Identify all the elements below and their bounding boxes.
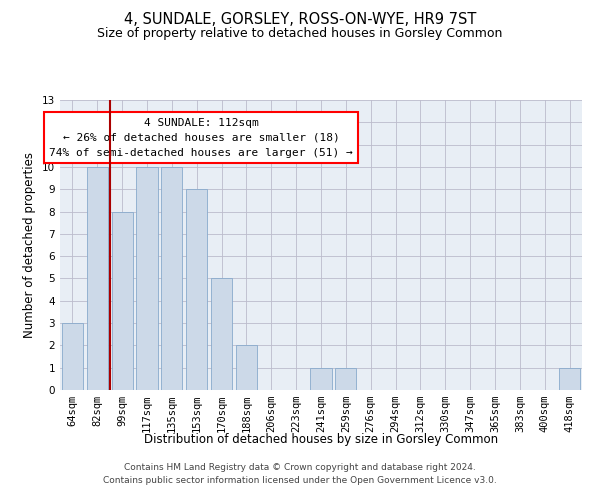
Bar [112,212,133,390]
Text: Size of property relative to detached houses in Gorsley Common: Size of property relative to detached ho… [97,28,503,40]
Bar [310,368,332,390]
Text: 4 SUNDALE: 112sqm
← 26% of detached houses are smaller (18)
74% of semi-detached: 4 SUNDALE: 112sqm ← 26% of detached hous… [49,118,353,158]
Bar [211,278,232,390]
Text: Contains HM Land Registry data © Crown copyright and database right 2024.
Contai: Contains HM Land Registry data © Crown c… [103,464,497,485]
Bar [62,323,83,390]
Y-axis label: Number of detached properties: Number of detached properties [23,152,37,338]
Bar [335,368,356,390]
Bar [161,167,182,390]
Bar [87,167,108,390]
Text: 4, SUNDALE, GORSLEY, ROSS-ON-WYE, HR9 7ST: 4, SUNDALE, GORSLEY, ROSS-ON-WYE, HR9 7S… [124,12,476,28]
Bar [236,346,257,390]
Bar [136,167,158,390]
Bar [559,368,580,390]
Bar [186,189,207,390]
Text: Distribution of detached houses by size in Gorsley Common: Distribution of detached houses by size … [144,432,498,446]
